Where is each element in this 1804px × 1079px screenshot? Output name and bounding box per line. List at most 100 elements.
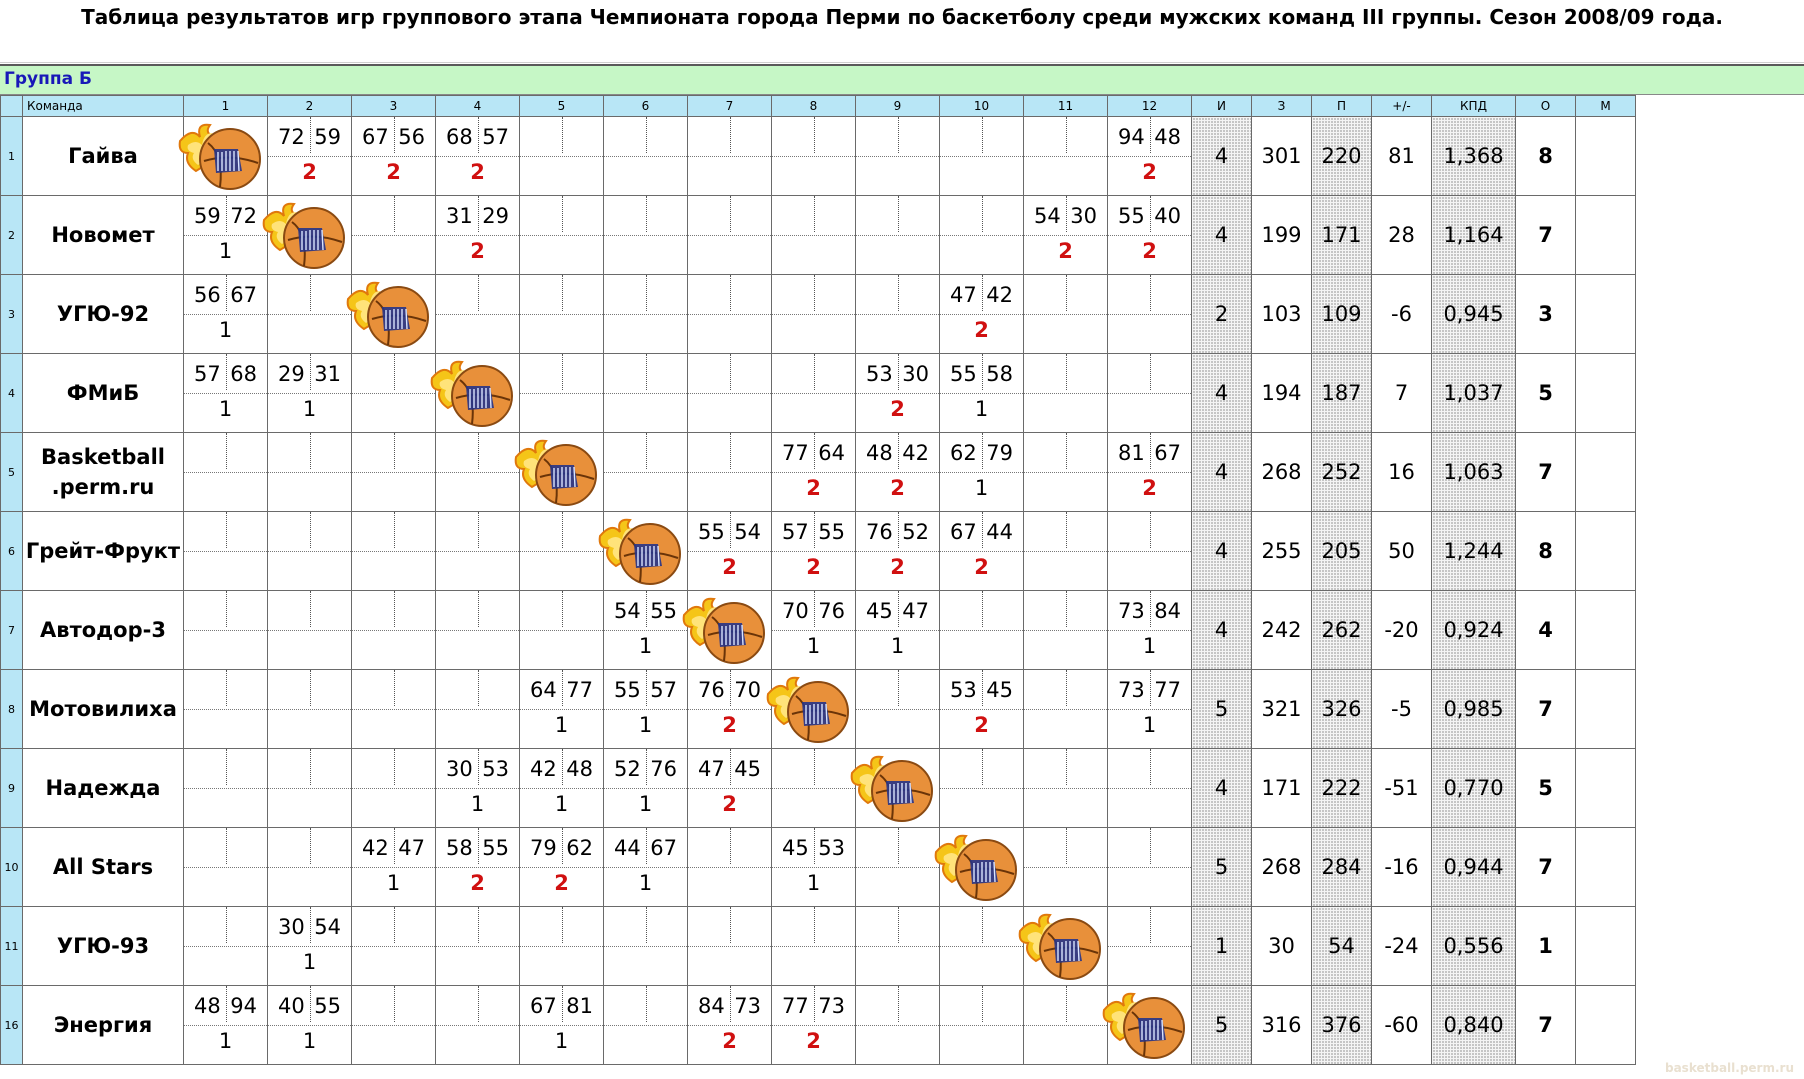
result-cell: 62 79 1 [939, 432, 1024, 512]
score-divider [477, 433, 479, 469]
match-points: 1 [302, 397, 317, 421]
point-diff: 7 [1371, 353, 1432, 433]
team-name: Новомет [22, 195, 184, 275]
result-cell [1107, 353, 1192, 433]
score-away: 40 [1154, 204, 1181, 228]
score-divider [729, 196, 731, 232]
points-divider [520, 867, 603, 868]
place [1575, 274, 1636, 354]
points-divider [940, 551, 1023, 552]
score-home: 45 [866, 599, 893, 623]
score-divider [897, 354, 899, 390]
match-points: 1 [470, 792, 485, 816]
score-divider [309, 512, 311, 548]
basketball-flame-icon [682, 597, 765, 664]
match-points: 1 [974, 476, 989, 500]
result-cell [939, 590, 1024, 670]
points-divider [352, 709, 435, 710]
score-away: 77 [1154, 678, 1181, 702]
points-divider [688, 946, 771, 947]
score-divider [1065, 828, 1067, 864]
team-name: Мотовилиха [22, 669, 184, 749]
basketball-flame-icon [1018, 913, 1101, 980]
points-divider [520, 235, 603, 236]
result-cell [1102, 985, 1192, 1065]
score-divider [813, 828, 815, 864]
score-home: 79 [530, 836, 557, 860]
points-divider [856, 630, 939, 631]
score-home: 58 [446, 836, 473, 860]
match-points: 1 [218, 1029, 233, 1053]
result-cell: 55 54 2 [687, 511, 772, 591]
score-home: 54 [1034, 204, 1061, 228]
team-name-line: Надежда [45, 776, 161, 800]
header-num [0, 95, 23, 117]
points-divider [184, 709, 267, 710]
result-cell: 68 57 2 [435, 116, 520, 196]
result-cell [1023, 353, 1108, 433]
row-number: 1 [0, 116, 23, 196]
match-points: 1 [890, 634, 905, 658]
result-cell: 67 44 2 [939, 511, 1024, 591]
points-divider [436, 156, 519, 157]
score-divider [309, 670, 311, 706]
points-divider [1024, 867, 1107, 868]
match-points: 2 [1142, 239, 1157, 263]
basketball-flame-icon [766, 676, 849, 743]
points-divider [772, 472, 855, 473]
header-col-2: 2 [267, 95, 352, 117]
score-home: 55 [1118, 204, 1145, 228]
row-number: 8 [0, 669, 23, 749]
score-home: 55 [950, 362, 977, 386]
points-divider [184, 630, 267, 631]
header-scored: З [1251, 95, 1312, 117]
score-divider [393, 196, 395, 232]
result-cell: 53 30 2 [855, 353, 940, 433]
result-cell [183, 748, 268, 828]
result-cell [687, 353, 772, 433]
score-home: 70 [782, 599, 809, 623]
points-divider [688, 709, 771, 710]
points-divider [1024, 472, 1107, 473]
result-cell [267, 748, 352, 828]
games-played: 1 [1191, 906, 1252, 986]
result-cell [1023, 748, 1108, 828]
games-played: 5 [1191, 669, 1252, 749]
score-divider [561, 986, 563, 1022]
header-col-6: 6 [603, 95, 688, 117]
points-divider [268, 630, 351, 631]
result-cell [351, 748, 436, 828]
result-cell [267, 827, 352, 907]
points-divider [520, 551, 603, 552]
point-diff: -24 [1371, 906, 1432, 986]
result-cell [939, 116, 1024, 196]
score-divider [645, 986, 647, 1022]
points-divider [940, 788, 1023, 789]
games-played: 4 [1191, 195, 1252, 275]
score-home: 40 [278, 994, 305, 1018]
score-away: 54 [734, 520, 761, 544]
header-games: И [1191, 95, 1252, 117]
score-divider [477, 670, 479, 706]
score-divider [561, 670, 563, 706]
spacer-row [0, 34, 1804, 63]
result-cell [351, 353, 436, 433]
points-conceded: 205 [1311, 511, 1372, 591]
points-scored: 321 [1251, 669, 1312, 749]
points-divider [352, 393, 435, 394]
score-divider [729, 986, 731, 1022]
score-away: 73 [818, 994, 845, 1018]
points-divider [940, 946, 1023, 947]
page-title: Таблица результатов игр группового этапа… [81, 5, 1723, 29]
points-divider [268, 1025, 351, 1026]
score-divider [813, 512, 815, 548]
result-cell [351, 590, 436, 670]
points-divider [856, 314, 939, 315]
match-points: 1 [638, 713, 653, 737]
games-played: 5 [1191, 985, 1252, 1065]
result-cell [850, 748, 940, 828]
points-scored: 268 [1251, 432, 1312, 512]
header-kpd: КПД [1431, 95, 1516, 117]
points-divider [688, 788, 771, 789]
score-home: 68 [446, 125, 473, 149]
